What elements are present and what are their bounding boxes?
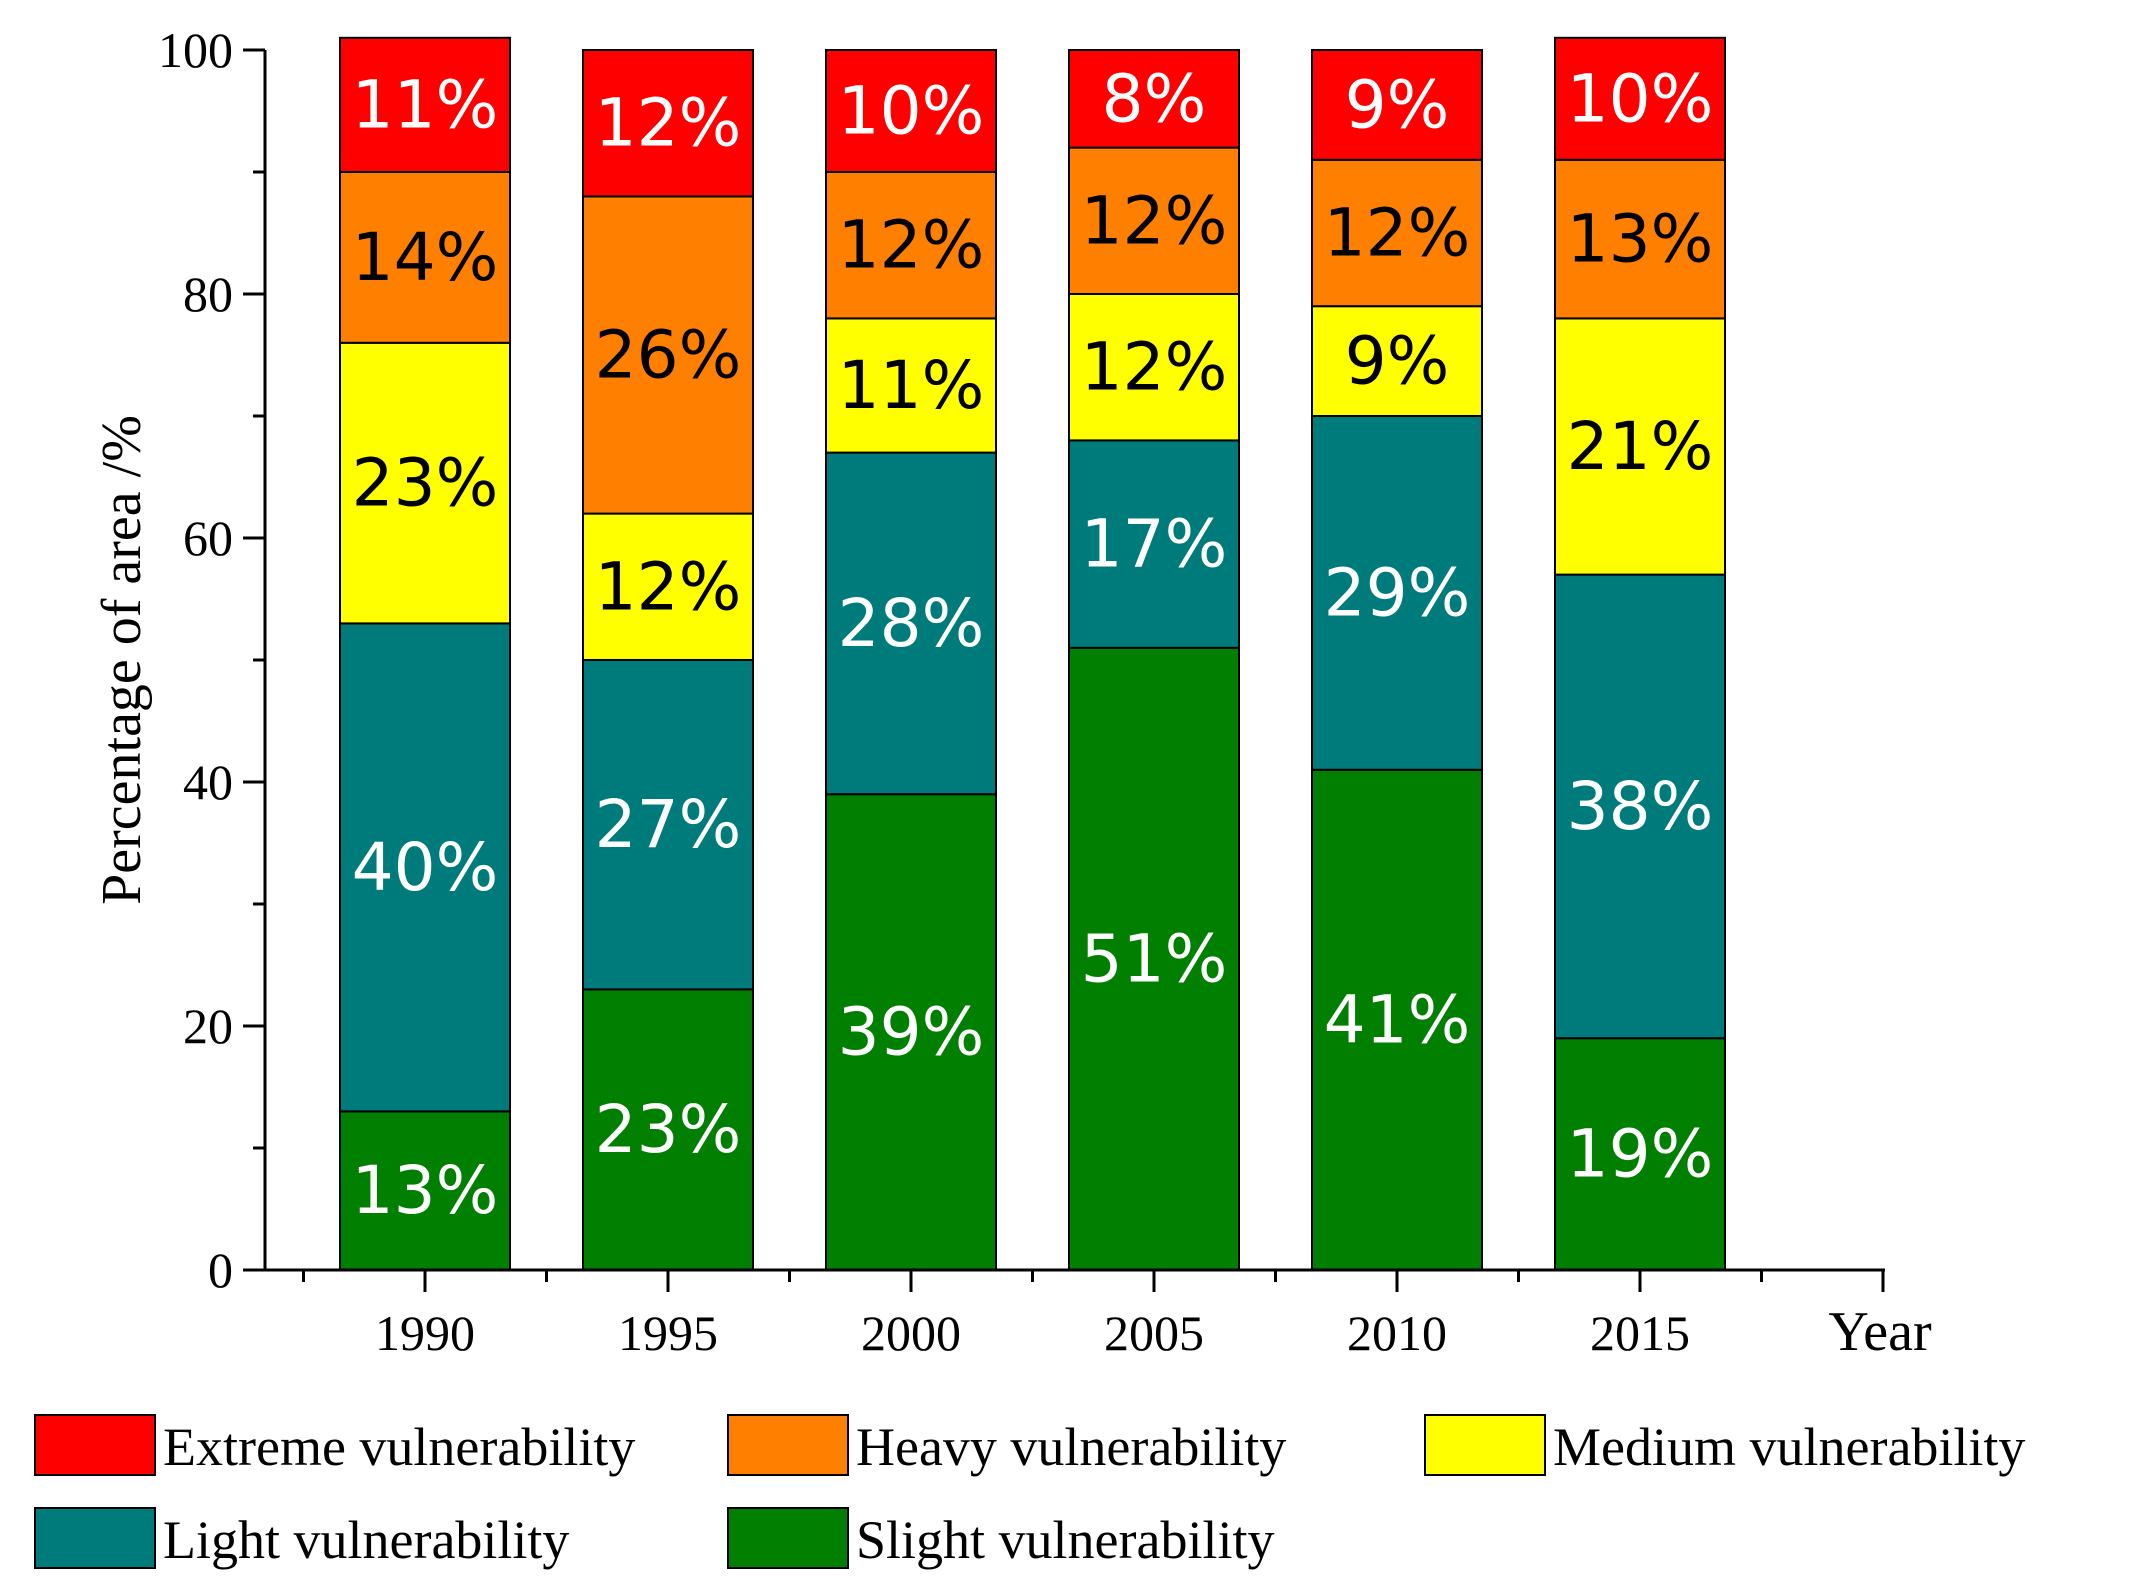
x-axis-title: Year — [1828, 1301, 1932, 1363]
y-tick-label-100: 100 — [158, 22, 233, 78]
x-tick-label-2010: 2010 — [1347, 1305, 1447, 1361]
legend-label-slight-vulnerability: Slight vulnerability — [856, 1510, 1274, 1570]
bar-segment-2005-medium-vulnerability — [1068, 293, 1240, 442]
legend-swatch-medium-vulnerability — [1424, 1414, 1546, 1476]
legend: Extreme vulnerability Heavy vulnerability… — [34, 1414, 2025, 1570]
legend-label-light-vulnerability: Light vulnerability — [163, 1510, 569, 1570]
bar-segment-2000-light-vulnerability — [825, 451, 997, 796]
legend-label-extreme-vulnerability: Extreme vulnerability — [163, 1417, 635, 1477]
data-label-2010-extreme-vulnerability: 9% — [1345, 66, 1450, 143]
y-tick-label-20: 20 — [183, 998, 233, 1054]
bar-segment-1990-extreme-vulnerability — [339, 36, 511, 173]
bar-segment-2005-slight-vulnerability — [1068, 646, 1240, 1271]
legend-swatch-heavy-vulnerability — [727, 1414, 849, 1476]
bar-segment-1995-extreme-vulnerability — [582, 49, 754, 198]
data-label-1990-extreme-vulnerability: 11% — [352, 66, 499, 143]
bar-segment-1990-light-vulnerability — [339, 622, 511, 1113]
data-label-1990-heavy-vulnerability: 14% — [352, 219, 499, 296]
y-tick-label-0: 0 — [208, 1242, 233, 1298]
data-label-2005-heavy-vulnerability: 12% — [1081, 182, 1228, 259]
x-tick-label-2000: 2000 — [861, 1305, 961, 1361]
data-label-1990-light-vulnerability: 40% — [352, 829, 499, 906]
bar-segment-1995-heavy-vulnerability — [582, 195, 754, 515]
data-label-2000-heavy-vulnerability: 12% — [838, 207, 985, 284]
legend-swatch-extreme-vulnerability — [34, 1414, 156, 1476]
axes-layer: 0 20 40 60 80 100 1990 1995 2000 2005 2010 2015 Year… — [91, 22, 1932, 1363]
data-label-1995-medium-vulnerability: 12% — [595, 548, 742, 625]
bar-segment-2010-slight-vulnerability — [1311, 768, 1483, 1271]
data-label-2015-slight-vulnerability: 19% — [1567, 1116, 1714, 1193]
data-label-2010-heavy-vulnerability: 12% — [1324, 195, 1471, 272]
data-label-1990-slight-vulnerability: 13% — [352, 1152, 499, 1229]
data-label-2000-slight-vulnerability: 39% — [838, 994, 985, 1071]
bars-layer: 13% 40% 23% 14% 11% 23% 27% 12% 26% 12% 39% 28% 11% 1… — [339, 36, 1726, 1272]
y-tick-label-80: 80 — [183, 266, 233, 322]
data-label-2005-slight-vulnerability: 51% — [1081, 920, 1228, 997]
data-label-1995-heavy-vulnerability: 26% — [595, 317, 742, 394]
y-axis-title: Percentage of area /% — [91, 415, 153, 905]
bar-segment-1990-slight-vulnerability — [339, 1110, 511, 1272]
legend-label-medium-vulnerability: Medium vulnerability — [1553, 1417, 2025, 1477]
data-label-2005-extreme-vulnerability: 8% — [1102, 60, 1207, 137]
bar-segment-2015-medium-vulnerability — [1554, 317, 1726, 576]
data-label-1995-extreme-vulnerability: 12% — [595, 85, 742, 162]
bar-segment-2000-extreme-vulnerability — [825, 49, 997, 173]
bar-segment-2010-heavy-vulnerability — [1311, 158, 1483, 308]
data-label-1995-slight-vulnerability: 23% — [595, 1091, 742, 1168]
y-tick-label-40: 40 — [183, 754, 233, 810]
bar-segment-1990-heavy-vulnerability — [339, 171, 511, 344]
data-label-1995-light-vulnerability: 27% — [595, 786, 742, 863]
bar-segment-2015-heavy-vulnerability — [1554, 158, 1726, 320]
bar-segment-1995-slight-vulnerability — [582, 988, 754, 1272]
data-label-1990-medium-vulnerability: 23% — [352, 445, 499, 522]
y-tick-label-60: 60 — [183, 510, 233, 566]
data-label-2010-light-vulnerability: 29% — [1324, 554, 1471, 631]
legend-label-heavy-vulnerability: Heavy vulnerability — [856, 1417, 1286, 1477]
data-label-2005-medium-vulnerability: 12% — [1081, 329, 1228, 406]
bar-segment-1995-light-vulnerability — [582, 659, 754, 991]
data-label-2005-light-vulnerability: 17% — [1081, 506, 1228, 583]
legend-swatch-light-vulnerability — [34, 1507, 156, 1569]
bar-segment-2000-slight-vulnerability — [825, 793, 997, 1271]
x-tick-label-2015: 2015 — [1590, 1305, 1690, 1361]
data-label-2010-medium-vulnerability: 9% — [1345, 323, 1450, 400]
data-label-2010-slight-vulnerability: 41% — [1324, 981, 1471, 1058]
bar-segment-2015-slight-vulnerability — [1554, 1037, 1726, 1271]
x-tick-label-2005: 2005 — [1104, 1305, 1204, 1361]
bar-segment-1995-medium-vulnerability — [582, 512, 754, 661]
data-label-2015-light-vulnerability: 38% — [1567, 768, 1714, 845]
bar-segment-2005-heavy-vulnerability — [1068, 146, 1240, 295]
bar-segment-2005-light-vulnerability — [1068, 439, 1240, 649]
data-label-2015-heavy-vulnerability: 13% — [1567, 201, 1714, 278]
bar-segment-2015-light-vulnerability — [1554, 573, 1726, 1040]
x-tick-label-1990: 1990 — [375, 1305, 475, 1361]
x-tick-label-1995: 1995 — [618, 1305, 718, 1361]
bar-segment-2000-medium-vulnerability — [825, 317, 997, 454]
data-label-2015-extreme-vulnerability: 10% — [1567, 60, 1714, 137]
bar-segment-2010-extreme-vulnerability — [1311, 49, 1483, 161]
bar-segment-2015-extreme-vulnerability — [1554, 36, 1726, 161]
data-label-2000-light-vulnerability: 28% — [838, 585, 985, 662]
data-label-2000-medium-vulnerability: 11% — [838, 347, 985, 424]
bar-segment-2010-medium-vulnerability — [1311, 305, 1483, 418]
data-label-2015-medium-vulnerability: 21% — [1567, 408, 1714, 485]
legend-swatch-slight-vulnerability — [727, 1507, 849, 1569]
data-label-2000-extreme-vulnerability: 10% — [838, 73, 985, 150]
bar-segment-2005-extreme-vulnerability — [1068, 49, 1240, 149]
